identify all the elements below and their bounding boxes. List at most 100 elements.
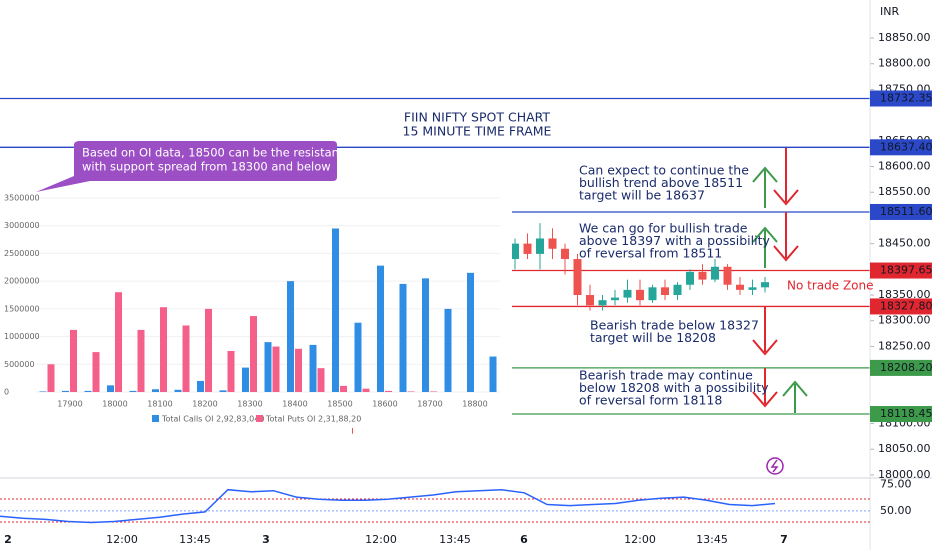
legend-label: Total Puts OI 2,31,88,20: [265, 415, 361, 424]
level-badge: [870, 359, 932, 376]
bar: [107, 385, 114, 392]
level-label: 18637.40: [880, 140, 932, 153]
x-tick-label: 6: [520, 533, 528, 546]
y-tick-label: 18550.00: [878, 185, 931, 198]
level-label: 18327.80: [880, 299, 932, 312]
y-tick-label: 1500000: [4, 304, 40, 313]
candle-body: [561, 248, 569, 260]
y-tick-label: 2500000: [4, 249, 40, 258]
callout-text: with support spread from 18300 and below: [82, 160, 331, 174]
candle-body: [611, 297, 619, 301]
level-badge: [870, 298, 932, 315]
annotation: target will be 18208: [590, 330, 716, 345]
x-tick-label: 18700: [417, 400, 442, 409]
chart-title: 15 MINUTE TIME FRAME: [403, 124, 552, 139]
bar: [137, 329, 145, 392]
bar: [62, 390, 69, 392]
y-tick-label: 0: [4, 388, 9, 397]
arrow-down: [773, 148, 799, 206]
annotation: of reversal form 18118: [579, 393, 722, 408]
rsi-pane: 75.00 50.00: [0, 477, 912, 524]
bar: [182, 325, 190, 392]
bar: [332, 228, 339, 392]
y-tick-label: 18850.00: [878, 31, 931, 44]
arrow-up: [782, 380, 808, 413]
y-tick-label: 500000: [4, 360, 35, 369]
candle-body: [636, 289, 644, 301]
candle-body: [586, 295, 594, 306]
x-tick-label: 3: [262, 533, 270, 546]
y-tick-label: 18250.00: [878, 339, 931, 352]
y-tick-label: 18600.00: [878, 160, 931, 173]
bar: [129, 390, 137, 392]
level-label: 18208.20: [880, 361, 932, 374]
x-tick-label: 2: [4, 533, 12, 546]
y-tick-label: 3000000: [4, 221, 40, 230]
oi-inset: 0 500000 1000000 1500000 2000000 2500000 30000…: [0, 188, 512, 428]
bar: [340, 385, 347, 392]
bar: [205, 308, 212, 392]
bar: [70, 329, 77, 392]
bar: [362, 388, 370, 392]
x-tick-label: 12:00: [624, 533, 656, 546]
chart-title: FIIN NIFTY SPOT CHART: [404, 110, 551, 125]
bar: [174, 389, 182, 392]
legend-label: Total Calls OI 2,92,83,040: [161, 415, 264, 424]
rsi-line: [0, 488, 776, 524]
candle-body: [536, 238, 544, 254]
annotation: We can go for bullish trade: [579, 221, 748, 236]
bar: [489, 356, 497, 392]
candle-body: [661, 287, 669, 296]
x-tick-label: 13:45: [696, 533, 728, 546]
bar: [272, 346, 280, 392]
x-tick-label: 13:45: [179, 533, 211, 546]
annotation: Bearish trade may continue: [579, 368, 753, 383]
x-tick-label: 18400: [282, 400, 307, 409]
event-icon[interactable]: [766, 457, 784, 475]
bar: [407, 391, 415, 392]
bar: [377, 265, 384, 392]
x-tick-label: 7: [780, 533, 788, 546]
y-tick-label: 18050.00: [878, 442, 931, 455]
legend-swatch: [256, 415, 263, 422]
bar: [309, 344, 317, 392]
annotation: above 18397 with a possibility: [579, 233, 771, 248]
annotation: target will be 18637: [579, 188, 705, 203]
callout-box: [36, 141, 337, 192]
annotation: Can expect to continue the: [579, 163, 749, 178]
arrows: [752, 148, 808, 413]
bar: [317, 368, 325, 392]
x-tick-label: 18800: [462, 400, 487, 409]
bar: [295, 348, 302, 392]
bar: [160, 307, 167, 392]
y-tick-label: 3500000: [4, 194, 40, 203]
y-tick-label: 18450.00: [878, 237, 931, 250]
level-badge: [870, 139, 932, 156]
bar: [115, 292, 122, 392]
bar: [250, 316, 257, 392]
arrow-down: [752, 306, 778, 356]
candle-body: [761, 282, 769, 288]
y-tick-label: 2000000: [4, 277, 40, 286]
annotation: Bearish trade below 18327: [590, 318, 759, 333]
candle-body: [711, 266, 719, 280]
x-tick-label: 18100: [147, 400, 172, 409]
level-badge: [870, 90, 932, 107]
candle-body: [673, 284, 682, 296]
candle-body: [548, 238, 557, 249]
candle-body: [648, 287, 657, 301]
y-tick-label: 18300.00: [878, 314, 931, 327]
callout-text: Based on OI data, 18500 can be the resis…: [82, 146, 352, 160]
bar: [287, 281, 294, 392]
bar: [92, 352, 100, 392]
bar: [84, 390, 92, 392]
y-tick-label: 18000.00: [878, 468, 931, 481]
bar: [399, 283, 407, 392]
bar: [467, 272, 474, 392]
bar: [47, 364, 55, 392]
candle-body: [511, 243, 519, 260]
bar: [430, 391, 437, 392]
bar: [444, 308, 452, 392]
